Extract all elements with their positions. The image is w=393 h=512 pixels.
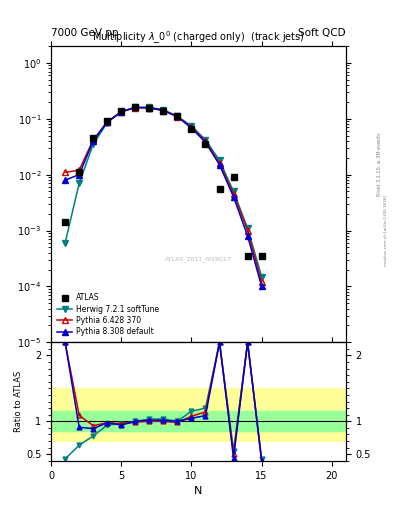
Y-axis label: Ratio to ATLAS: Ratio to ATLAS — [14, 371, 23, 432]
Herwig 7.2.1 softTune — [147, 104, 152, 111]
ATLAS — [77, 169, 81, 176]
Line: Herwig 7.2.1 softTune: Herwig 7.2.1 softTune — [62, 104, 264, 280]
Pythia 8.308 default — [147, 104, 152, 111]
ATLAS — [147, 105, 152, 111]
Pythia 8.308 default — [133, 104, 138, 111]
ATLAS — [161, 108, 166, 114]
ATLAS — [189, 126, 194, 132]
Herwig 7.2.1 softTune — [203, 137, 208, 143]
Line: Pythia 8.308 default: Pythia 8.308 default — [62, 104, 264, 289]
Pythia 8.308 default — [175, 113, 180, 119]
Bar — [51, 412, 346, 431]
Herwig 7.2.1 softTune — [161, 106, 166, 113]
Pythia 6.428 370 — [231, 191, 236, 197]
Pythia 6.428 370 — [245, 227, 250, 233]
Pythia 6.428 370 — [175, 114, 180, 120]
Pythia 6.428 370 — [203, 138, 208, 144]
Herwig 7.2.1 softTune — [245, 225, 250, 231]
Herwig 7.2.1 softTune — [189, 123, 194, 129]
ATLAS — [91, 135, 95, 141]
Pythia 6.428 370 — [133, 104, 138, 111]
Line: Pythia 6.428 370: Pythia 6.428 370 — [62, 105, 264, 285]
Line: ATLAS: ATLAS — [62, 104, 264, 259]
Herwig 7.2.1 softTune — [133, 104, 138, 111]
Pythia 6.428 370 — [105, 119, 110, 125]
ATLAS — [245, 253, 250, 259]
Herwig 7.2.1 softTune — [105, 120, 110, 126]
Herwig 7.2.1 softTune — [217, 157, 222, 163]
Pythia 8.308 default — [259, 283, 264, 289]
Herwig 7.2.1 softTune — [63, 240, 68, 246]
Pythia 8.308 default — [91, 138, 95, 144]
Pythia 8.308 default — [217, 162, 222, 168]
Pythia 6.428 370 — [161, 108, 166, 114]
Legend: ATLAS, Herwig 7.2.1 softTune, Pythia 6.428 370, Pythia 8.308 default: ATLAS, Herwig 7.2.1 softTune, Pythia 6.4… — [55, 291, 162, 338]
Pythia 8.308 default — [77, 172, 81, 178]
Text: Rivet 3.1.10, ≥ 3M events: Rivet 3.1.10, ≥ 3M events — [377, 132, 382, 196]
Pythia 8.308 default — [105, 119, 110, 125]
Pythia 8.308 default — [189, 125, 194, 131]
Pythia 8.308 default — [231, 194, 236, 200]
ATLAS — [203, 141, 208, 147]
Pythia 6.428 370 — [189, 124, 194, 131]
Pythia 6.428 370 — [91, 137, 95, 143]
Pythia 6.428 370 — [77, 167, 81, 173]
Herwig 7.2.1 softTune — [91, 141, 95, 147]
Pythia 8.308 default — [245, 233, 250, 239]
ATLAS — [63, 219, 68, 225]
ATLAS — [133, 104, 138, 111]
Text: ATLAS_2011_I919017: ATLAS_2011_I919017 — [165, 257, 232, 262]
Pythia 8.308 default — [161, 107, 166, 113]
Title: Multiplicity $\lambda\_0^0$ (charged only)  (track jets): Multiplicity $\lambda\_0^0$ (charged onl… — [92, 30, 305, 46]
ATLAS — [259, 253, 264, 259]
ATLAS — [119, 108, 124, 114]
Herwig 7.2.1 softTune — [231, 188, 236, 195]
Pythia 8.308 default — [63, 177, 68, 183]
Pythia 6.428 370 — [147, 105, 152, 111]
Pythia 6.428 370 — [63, 169, 68, 176]
Text: mcplots.cern.ch [arXiv:1306.3436]: mcplots.cern.ch [arXiv:1306.3436] — [384, 195, 388, 266]
Text: Soft QCD: Soft QCD — [298, 28, 346, 38]
Pythia 6.428 370 — [217, 160, 222, 166]
Bar — [51, 389, 346, 441]
Text: 7000 GeV pp: 7000 GeV pp — [51, 28, 119, 38]
Herwig 7.2.1 softTune — [77, 180, 81, 186]
Pythia 6.428 370 — [119, 109, 124, 115]
Herwig 7.2.1 softTune — [175, 113, 180, 119]
Herwig 7.2.1 softTune — [119, 109, 124, 115]
Pythia 8.308 default — [119, 109, 124, 115]
ATLAS — [175, 113, 180, 119]
Herwig 7.2.1 softTune — [259, 273, 264, 280]
Pythia 8.308 default — [203, 139, 208, 145]
Pythia 6.428 370 — [259, 279, 264, 285]
ATLAS — [105, 118, 110, 124]
X-axis label: N: N — [194, 486, 203, 496]
ATLAS — [231, 174, 236, 180]
ATLAS — [217, 186, 222, 192]
